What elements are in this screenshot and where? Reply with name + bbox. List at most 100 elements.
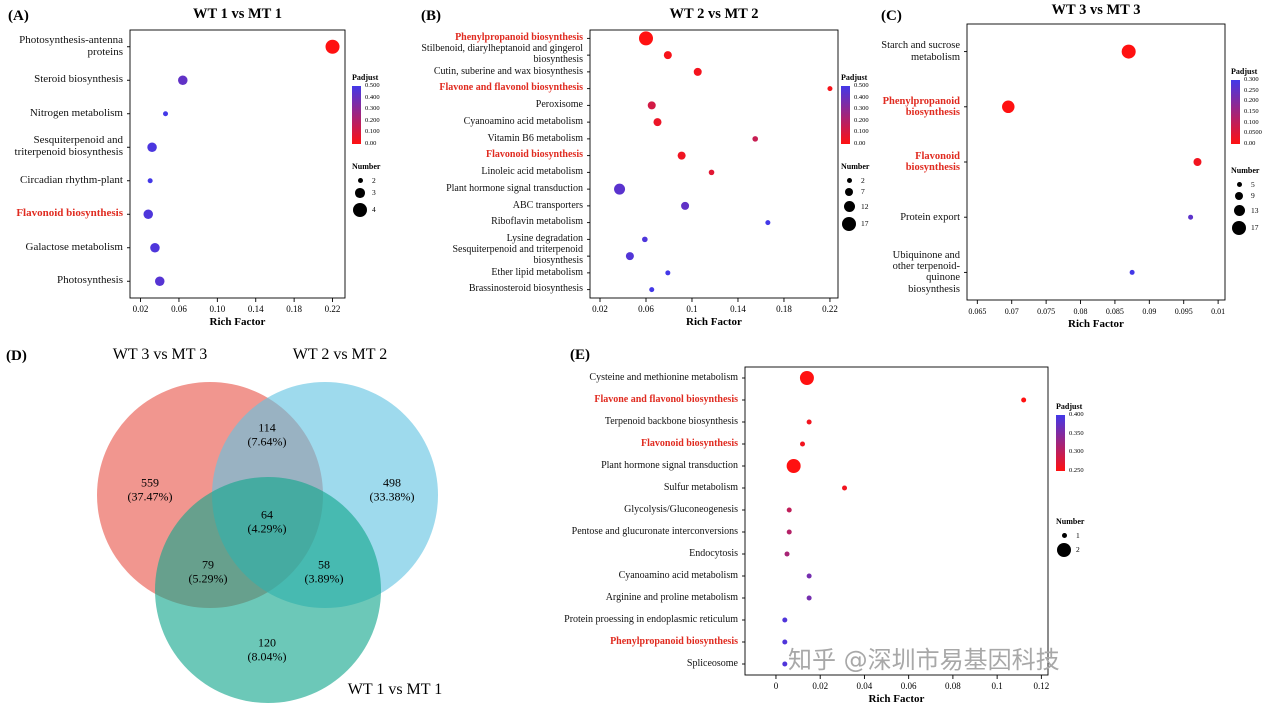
venn-region-value: 58 [318,557,330,572]
x-axis-label: Rich Factor [686,316,742,328]
x-axis-tick-label: 0 [774,681,779,691]
padjust-tick-label: 0.00 [854,140,866,147]
padjust-legend-title: Padjust [841,73,868,82]
data-point [806,419,812,425]
venn-set-title: WT 3 vs MT 3 [112,346,208,363]
x-axis-tick-label: 0.10 [209,304,225,314]
padjust-tick-label: 0.100 [1244,118,1259,126]
number-legend-label: 3 [372,187,376,197]
venn-region-value: 559 [141,475,159,490]
venn-region-value: 114 [258,420,276,435]
number-legend-circle [846,178,852,183]
category-label: ABC transporters [512,199,583,211]
data-point [147,142,157,152]
plot-svg: 0.02 0.06 0.10 0.14 0.18 0.22 [127,29,346,314]
number-legend-label: 17 [861,219,869,228]
data-point [150,243,160,253]
venn-region-value: 498 [383,475,401,490]
chart-title: WT 2 vs MT 2 [669,6,759,22]
venn-region-percent: (4.29%) [247,522,287,536]
venn-region-value: 64 [261,507,273,522]
x-axis-tick-label: 0.01 [1211,307,1225,316]
category-label: Photosynthesis [56,274,123,287]
data-point [642,236,648,243]
category-label: Cysteine and methionine metabolism [589,371,738,383]
x-axis-tick-label: 0.07 [1005,307,1019,316]
number-legend-label: 12 [861,201,869,211]
panel-label: (A) [8,8,29,24]
number-legend-label: 9 [1251,191,1255,200]
data-point [143,209,153,219]
data-point [799,371,814,385]
data-point [782,617,788,623]
venn-region-count: 79 (5.29%) [189,558,228,587]
data-point [325,39,340,54]
category-label: Flavonoid biosynthesis [905,150,960,173]
data-point [842,485,848,491]
data-point [155,276,165,286]
category-label: Linoleic acid metabolism [481,166,583,178]
padjust-tick-label: 0.250 [1069,467,1084,474]
category-label: Pentose and glucuronate interconversions [571,525,738,537]
category-label: Cutin, suberine and wax biosynthesis [433,65,583,77]
data-point [752,136,759,142]
number-legend-circle [353,202,367,217]
data-point [1002,100,1015,114]
plot-area [129,29,346,299]
category-label: Phenylpropanoid biosynthesis [455,32,583,44]
venn-region-percent: (33.38%) [369,490,415,504]
category-label: Nitrogen metabolism [29,106,123,119]
padjust-tick-label: 0.300 [365,105,380,113]
number-legend-title: Number [841,162,870,171]
data-point [765,220,771,226]
data-point [784,551,790,557]
x-axis-tick-label: 0.09 [1142,307,1156,316]
data-point [806,595,812,601]
kegg-chart-panel: (A) WT 1 vs MT 1 Photosynthesis-antenna pr… [0,0,405,340]
category-label: Vitamin B6 metabolism [487,132,583,144]
padjust-tick-label: 0.00 [365,140,377,147]
x-axis-tick-label: 0.14 [730,304,746,314]
watermark: 知乎 @深圳市易基因科技 [788,646,1060,674]
x-axis-tick-label: 0.02 [812,681,828,691]
data-point [786,459,801,473]
number-legend-circle [1061,533,1067,538]
x-axis-tick-label: 0.095 [1175,307,1193,316]
padjust-tick-label: 0.200 [854,116,869,124]
venn-region-count: 120 (8.04%) [248,636,287,665]
x-axis-tick-label: 0.08 [945,681,961,691]
plot-svg: 0 0.02 0.04 0.06 0.08 0.1 0.12 [742,366,1049,691]
data-point [782,661,788,667]
number-legend-label: 2 [861,175,865,185]
plot-area [589,29,839,299]
padjust-tick-label: 0.100 [365,128,380,136]
x-axis-label: Rich Factor [209,316,266,328]
x-axis-tick-label: 0.075 [1037,307,1055,316]
category-label: Terpenoid backbone biosynthesis [604,415,738,427]
category-label: Photosynthesis-antenna proteins [19,33,123,58]
data-point [800,441,806,447]
x-axis-tick-label: 0.1 [686,304,697,314]
x-axis-tick-label: 0.065 [968,307,986,316]
venn-region-count: 58 (3.89%) [305,558,344,587]
data-point [1121,44,1136,59]
category-label: Flavone and flavonol biosynthesis [439,82,583,94]
category-label: Flavone and flavonol biosynthesis [594,393,738,405]
x-axis-tick-label: 0.14 [248,304,264,314]
category-label: Plant hormone signal transduction [601,459,738,471]
padjust-tick-label: 0.500 [854,82,869,89]
category-label: Protein proessing in endoplasmic reticul… [564,613,738,625]
kegg-chart-panel: (E) Cysteine and methionine metabolism Fla… [558,345,1118,714]
kegg-chart-panel: (B) WT 2 vs MT 2 Phenylpropanoid biosynthe… [405,0,873,340]
data-point [665,270,671,276]
padjust-tick-label: 0.100 [854,128,869,136]
category-label: Spliceosome [686,657,738,669]
padjust-colorbar [841,86,850,144]
data-point [1188,214,1194,220]
padjust-legend-title: Padjust [352,73,379,82]
venn-region-count: 498 (33.38%) [370,476,415,505]
category-label: Circadian rhythm-plant [20,173,123,186]
padjust-tick-label: 0.200 [1244,97,1259,105]
number-legend-label: 7 [861,187,865,196]
